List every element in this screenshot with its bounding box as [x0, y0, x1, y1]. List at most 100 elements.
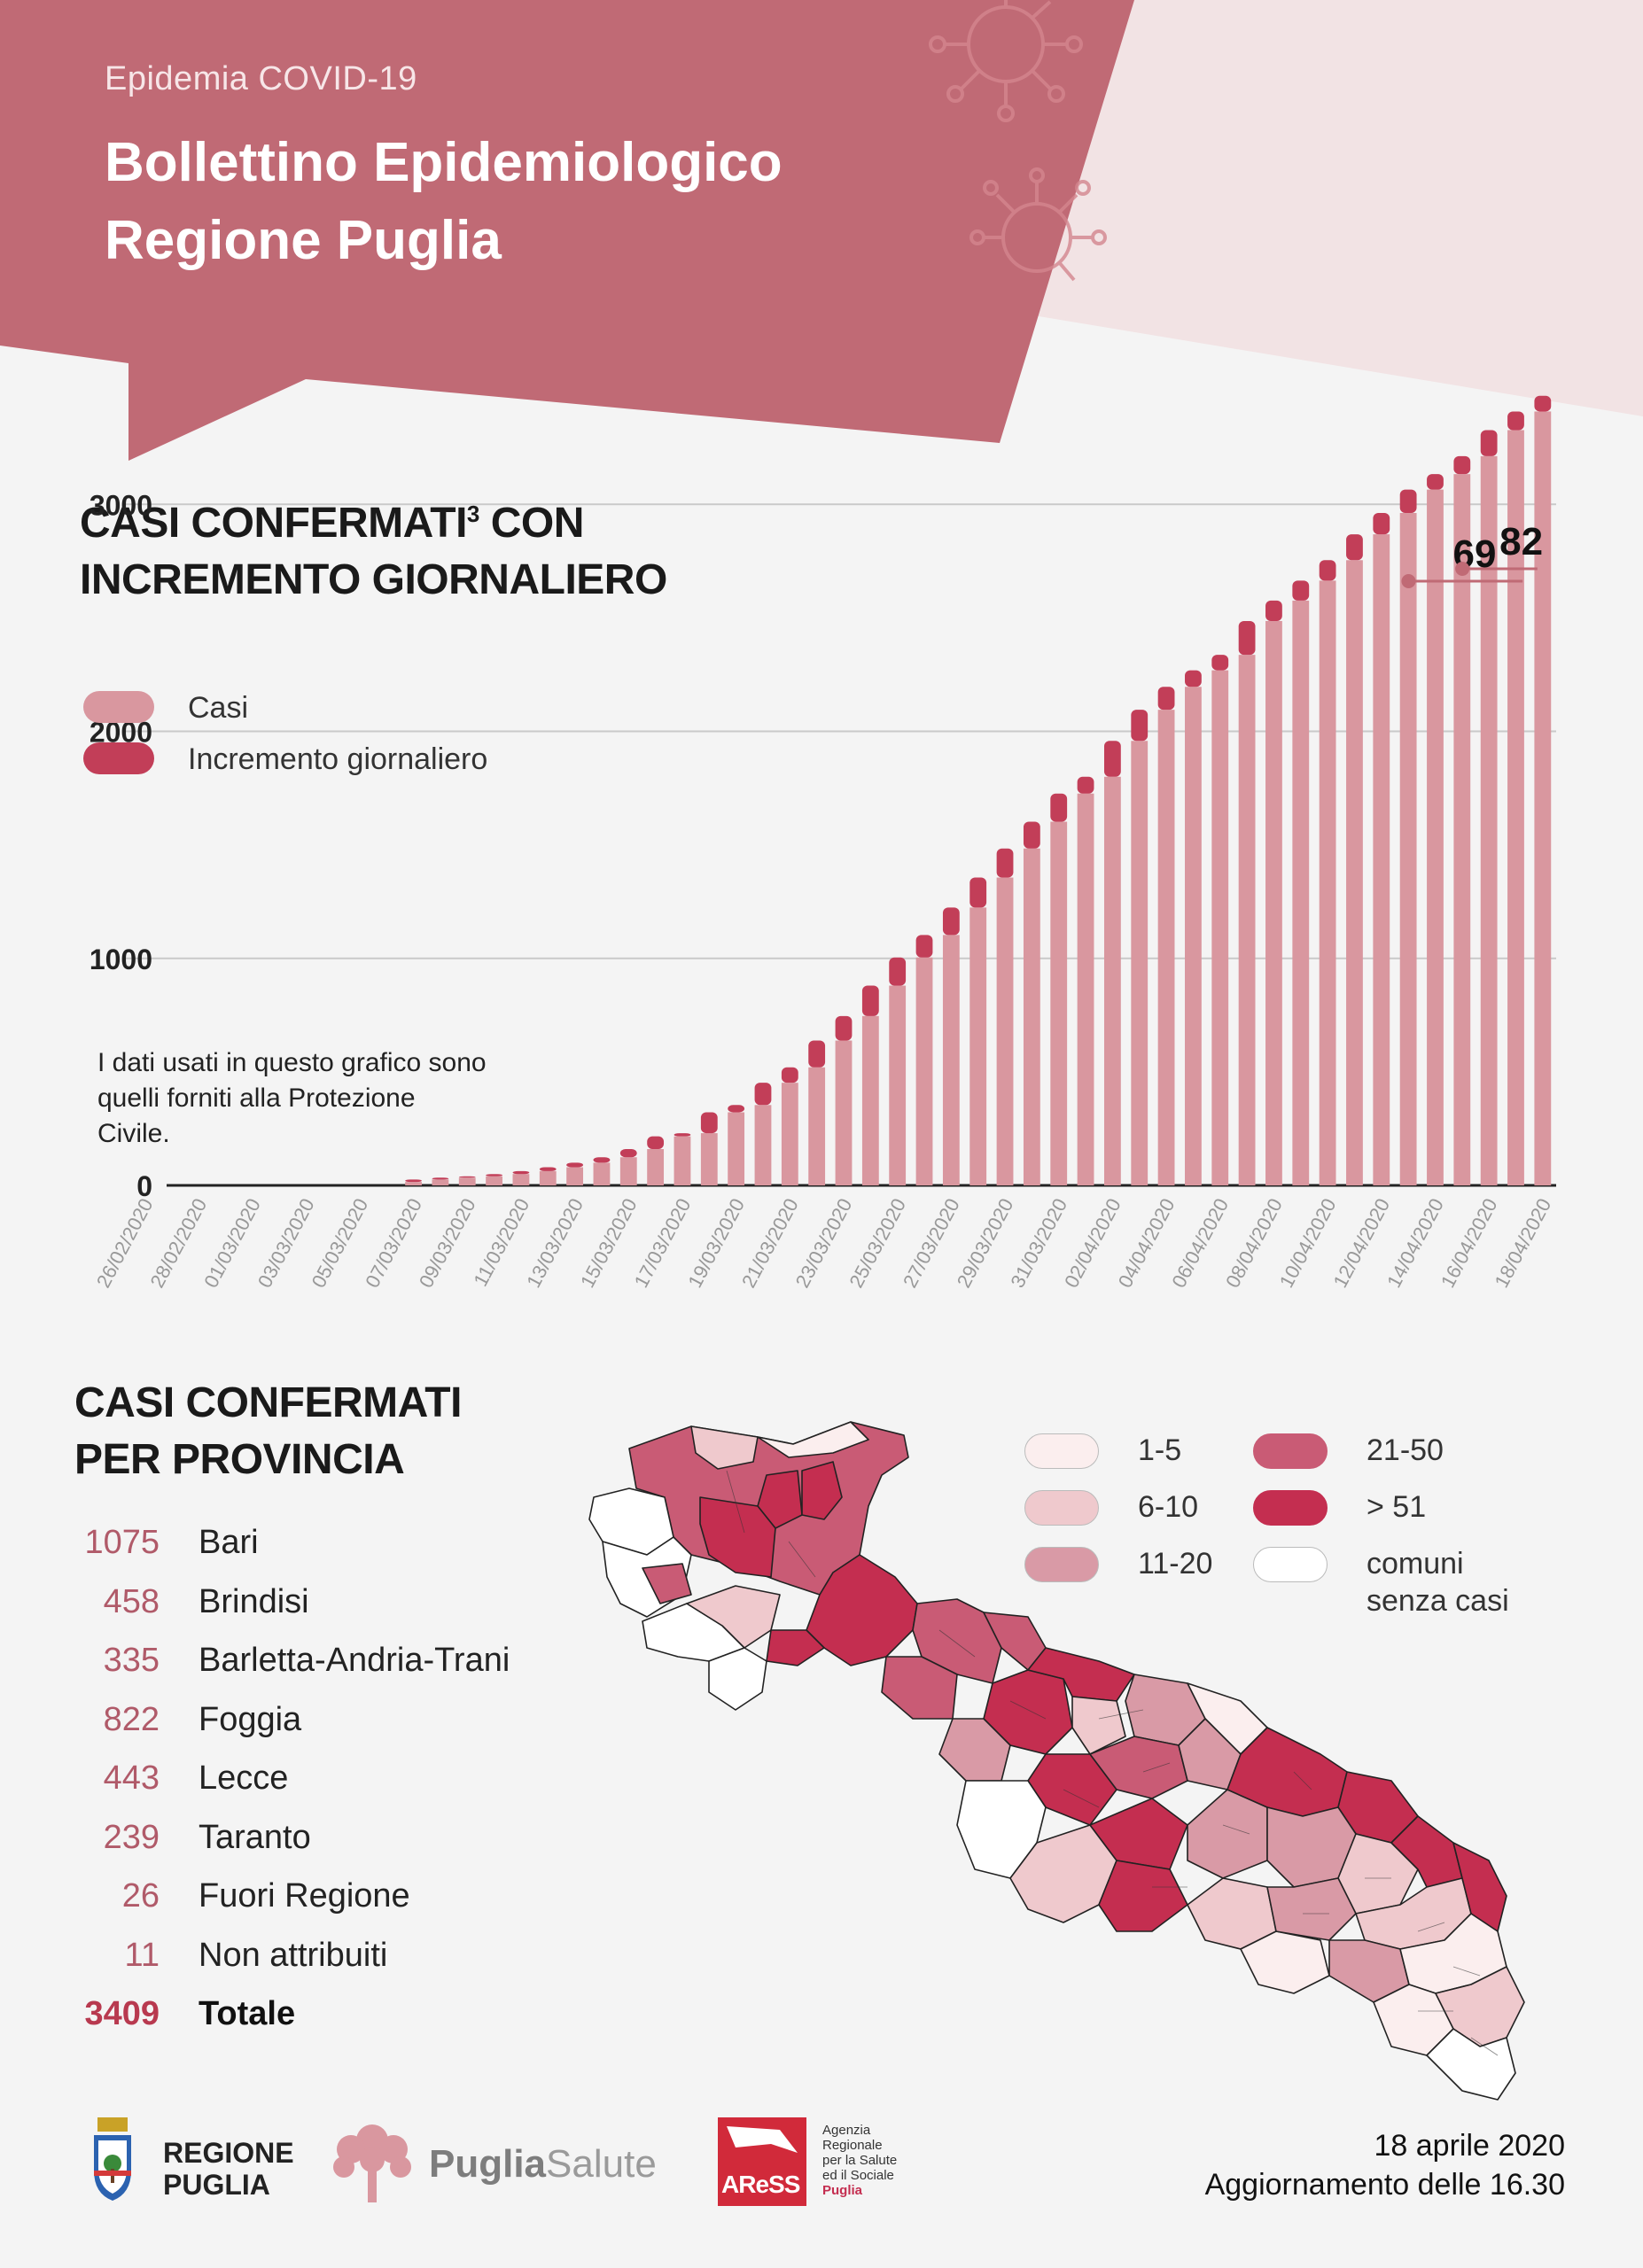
virus-icon — [929, 0, 1083, 122]
bar-incremento — [539, 1167, 557, 1171]
bar-incremento — [1103, 741, 1121, 777]
header-eyebrow: Epidemia COVID-19 — [105, 60, 417, 97]
province-value: 239 — [103, 1818, 160, 1856]
bar-casi — [1292, 600, 1310, 1185]
bar-incremento — [1238, 620, 1256, 656]
province-name: Foggia — [199, 1700, 302, 1738]
bar-casi — [1534, 411, 1552, 1186]
bar-incremento — [1292, 580, 1310, 601]
province-row: 458 Brindisi — [71, 1583, 603, 1642]
bar-casi — [432, 1179, 449, 1185]
map-legend-label: > 51 — [1367, 1490, 1427, 1524]
province-row: 822 Foggia — [71, 1701, 603, 1759]
bar-incremento — [593, 1157, 611, 1163]
bar-incremento — [1319, 560, 1336, 581]
bar-casi — [1507, 430, 1524, 1185]
bar-casi — [566, 1167, 584, 1185]
bar-incremento — [1050, 793, 1068, 822]
y-tick-label: 0 — [136, 1170, 152, 1202]
bar-casi — [1319, 580, 1336, 1185]
bar-casi — [593, 1162, 611, 1185]
bar-casi — [1131, 741, 1149, 1185]
map-area-modugno — [1071, 1696, 1126, 1755]
province-name: Taranto — [199, 1818, 311, 1856]
province-title: CASI CONFERMATI PER PROVINCIA — [74, 1375, 462, 1488]
bar-casi — [674, 1136, 691, 1185]
bar-incremento — [754, 1083, 772, 1106]
bar-incremento — [1185, 670, 1202, 687]
bar-casi — [539, 1170, 557, 1185]
bar-incremento — [1023, 821, 1040, 849]
province-name: Non attribuiti — [199, 1936, 388, 1974]
legend-label-incremento: Incremento giornaliero — [188, 742, 488, 776]
bar-incremento — [808, 1040, 826, 1068]
bar-incremento — [1399, 489, 1417, 513]
chart-note: I dati usati in questo grafico sono quel… — [97, 1048, 487, 1148]
page-title-line2: Regione Puglia — [105, 210, 502, 271]
map-area-massafra — [1089, 1798, 1188, 1870]
update-time: Aggiornamento delle 16.30 — [1204, 2168, 1565, 2202]
bar-incremento — [1480, 430, 1498, 456]
map-area-gargano-west — [690, 1425, 759, 1470]
province-value: 822 — [103, 1700, 160, 1738]
bar-incremento — [486, 1174, 502, 1177]
annotation-dot — [1455, 562, 1470, 576]
bar-casi — [996, 877, 1014, 1185]
map-area-ascoli — [708, 1647, 767, 1711]
bar-incremento — [674, 1133, 691, 1137]
bar-casi — [1023, 848, 1040, 1185]
map-area-tricase — [1426, 2028, 1516, 2101]
annotation-dot — [1401, 574, 1416, 588]
regione-puglia-line2: PUGLIA — [163, 2169, 270, 2201]
province-value: 335 — [103, 1642, 160, 1679]
province-title-line1: CASI CONFERMATI — [74, 1379, 462, 1426]
bar-incremento — [1265, 600, 1282, 621]
province-name: Bari — [199, 1524, 259, 1561]
province-value: 443 — [103, 1759, 160, 1797]
province-name: Totale — [199, 1995, 296, 2032]
bar-incremento — [1157, 687, 1175, 711]
page-title: Bollettino Epidemiologico Regione Puglia — [105, 124, 783, 280]
bar-casi — [619, 1157, 637, 1185]
bar-incremento — [915, 935, 933, 958]
chart-title: CASI CONFERMATI3 CON INCREMENTO GIORNALI… — [80, 485, 667, 609]
bar-incremento — [835, 1015, 853, 1041]
bulletin-date: 18 aprile 2020 — [1374, 2129, 1565, 2163]
bar-incremento — [1507, 411, 1524, 431]
bar-incremento — [566, 1162, 584, 1168]
chart-title-line1: CASI CONFERMATI — [80, 500, 467, 547]
province-name: Brindisi — [199, 1582, 309, 1620]
map-area-oria — [1266, 1877, 1357, 1941]
bar-incremento — [1131, 710, 1149, 742]
bar-casi — [1346, 560, 1363, 1185]
puglia-map — [588, 1421, 1525, 2101]
province-row: 443 Lecce — [71, 1759, 603, 1818]
province-title-line2: PER PROVINCIA — [74, 1436, 405, 1483]
map-legend-label: 11-20 — [1138, 1547, 1213, 1581]
tree-icon — [333, 2124, 411, 2202]
bar-casi — [647, 1149, 665, 1185]
bar-incremento — [728, 1105, 745, 1113]
map-area-gargano-coast — [757, 1421, 869, 1458]
bar-casi — [1211, 670, 1229, 1185]
province-value: 26 — [121, 1877, 160, 1915]
bar-incremento — [889, 957, 907, 986]
puglia-salute-a: Puglia — [429, 2142, 547, 2186]
bar-casi — [969, 907, 987, 1185]
virus-icon — [969, 167, 1107, 282]
province-row: 335 Barletta-Andria-Trani — [71, 1642, 603, 1700]
map-legend-label: 1-5 — [1138, 1433, 1182, 1467]
bar-incremento — [1427, 474, 1444, 490]
bar-casi — [861, 1015, 879, 1185]
bar-casi — [1077, 793, 1094, 1185]
annotation-label: 82 — [1499, 520, 1543, 563]
bar-casi — [1453, 474, 1471, 1185]
province-name: Fuori Regione — [199, 1877, 410, 1915]
chart-title-line2: INCREMENTO GIORNALIERO — [80, 556, 667, 603]
puglia-salute-logo: PugliaSalute — [429, 2142, 657, 2186]
bar-casi — [700, 1133, 718, 1185]
bar-casi — [405, 1182, 422, 1185]
province-row: 1075 Bari — [71, 1524, 603, 1582]
map-area-taranto — [1098, 1860, 1188, 1932]
bar-casi — [1157, 710, 1175, 1185]
